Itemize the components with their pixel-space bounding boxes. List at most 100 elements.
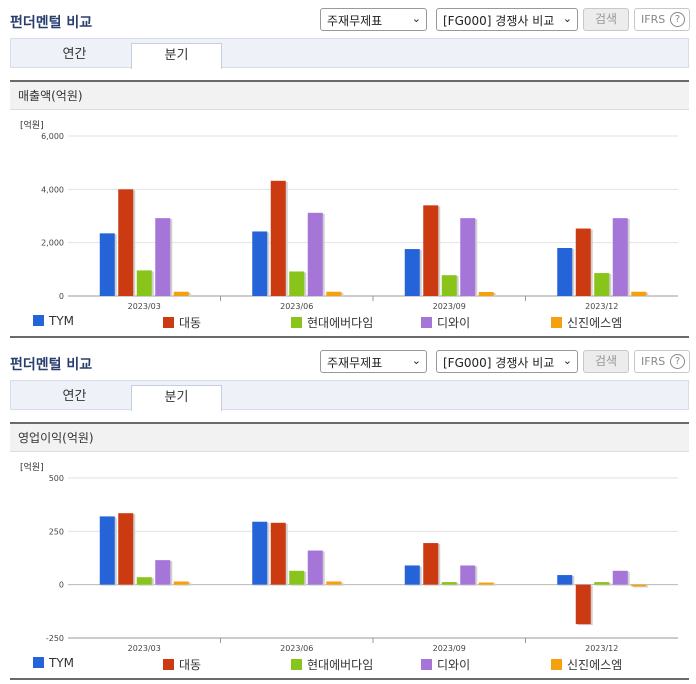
bar-신진에스엠 xyxy=(173,581,189,585)
bar-신진에스엠 xyxy=(326,581,342,585)
ifrs-label: IFRS xyxy=(641,355,666,368)
x-tick-label: 2023/12 xyxy=(585,644,618,653)
legend-item[interactable]: 디와이 xyxy=(421,656,470,673)
legend-item[interactable]: 현대에버다임 xyxy=(291,656,373,673)
legend-swatch xyxy=(291,317,302,328)
chevron-down-icon: ⌄ xyxy=(411,354,421,367)
legend-item[interactable]: 현대에버다임 xyxy=(291,314,373,331)
legend-item[interactable]: TYM xyxy=(33,656,74,670)
panel-title: 펀더멘털 비교 xyxy=(10,15,93,31)
operating-profit-bar-chart: -250 0 250 500 2023/03 2023/06 2023/09 2023/12 xyxy=(46,474,678,653)
x-tick-label: 2023/03 xyxy=(128,644,161,653)
legend-swatch xyxy=(33,315,44,326)
legend-item[interactable]: 신진에스엠 xyxy=(551,314,622,331)
legend-swatch xyxy=(163,659,174,670)
bar-현대에버다임 xyxy=(441,275,457,296)
legend-label: 디와이 xyxy=(437,658,471,672)
unit-label: [억원] xyxy=(20,463,44,473)
legend-item[interactable]: 대동 xyxy=(163,656,201,673)
y-tick-label: 0 xyxy=(59,581,64,590)
tab-quarterly[interactable]: 분기 xyxy=(131,43,222,69)
legend-item[interactable]: 디와이 xyxy=(421,314,470,331)
y-tick-label: 250 xyxy=(49,527,64,536)
chevron-down-icon: ⌄ xyxy=(562,12,572,25)
bar-디와이 xyxy=(307,550,323,585)
search-button[interactable]: 검색 xyxy=(583,350,629,373)
panel-title: 펀더멘털 비교 xyxy=(10,357,93,373)
y-tick-label: 0 xyxy=(59,292,64,301)
tab-annual[interactable]: 연간 xyxy=(62,389,87,404)
bar-대동 xyxy=(575,584,591,625)
ifrs-help-button[interactable]: IFRS ? xyxy=(634,8,690,31)
legend-item[interactable]: 대동 xyxy=(163,314,201,331)
legend-label: TYM xyxy=(49,314,75,328)
ifrs-help-button[interactable]: IFRS ? xyxy=(634,350,690,373)
x-tick-label: 2023/12 xyxy=(585,302,618,311)
x-tick-label: 2023/09 xyxy=(433,644,466,653)
bar-현대에버다임 xyxy=(289,570,305,585)
bar-디와이 xyxy=(307,212,323,296)
compare-select[interactable]: [FG000] 경쟁사 비교 ⌄ xyxy=(436,350,578,373)
legend-label: 현대에버다임 xyxy=(307,316,374,330)
legend-item[interactable]: TYM xyxy=(33,314,74,328)
legend-swatch xyxy=(163,317,174,328)
tab-annual[interactable]: 연간 xyxy=(62,47,87,62)
legend-label: 신진에스엠 xyxy=(567,658,623,672)
chart-legend: TYM 대동 현대에버다임 디와이 신진에스엠 xyxy=(33,314,683,330)
ifrs-label: IFRS xyxy=(641,13,666,26)
bar-대동 xyxy=(118,189,134,296)
divider xyxy=(10,678,689,680)
divider xyxy=(10,336,689,338)
chart-legend: TYM 대동 현대에버다임 디와이 신진에스엠 xyxy=(33,656,683,672)
section-title: 매출액(억원) xyxy=(10,80,689,110)
legend-label: 대동 xyxy=(179,316,202,330)
bar-TYM xyxy=(404,249,420,296)
legend-label: 디와이 xyxy=(437,316,471,330)
y-tick-label: 4,000 xyxy=(41,185,64,194)
section-title: 영업이익(억원) xyxy=(10,422,689,452)
search-button[interactable]: 검색 xyxy=(583,8,629,31)
legend-label: 신진에스엠 xyxy=(567,316,623,330)
compare-select[interactable]: [FG000] 경쟁사 비교 ⌄ xyxy=(436,8,578,31)
bar-현대에버다임 xyxy=(441,582,457,585)
help-icon: ? xyxy=(670,354,685,369)
bar-현대에버다임 xyxy=(289,271,305,296)
bar-신진에스엠 xyxy=(631,584,647,587)
statement-select-value: 주재무제표 xyxy=(327,356,383,370)
fundamental-panel-sales: 펀더멘털 비교 주재무제표 ⌄ [FG000] 경쟁사 비교 ⌄ 검색 IFRS… xyxy=(10,8,690,338)
bar-TYM xyxy=(99,233,115,296)
unit-label: [억원] xyxy=(20,121,44,131)
bar-신진에스엠 xyxy=(478,292,494,296)
legend-label: 대동 xyxy=(179,658,202,672)
bar-신진에스엠 xyxy=(173,291,189,296)
bar-TYM xyxy=(99,516,115,585)
bar-대동 xyxy=(575,228,591,296)
bar-shadow xyxy=(633,585,649,588)
legend-item[interactable]: 신진에스엠 xyxy=(551,656,622,673)
bar-신진에스엠 xyxy=(478,582,494,585)
tab-quarterly[interactable]: 분기 xyxy=(131,385,222,411)
y-tick-label: -250 xyxy=(46,634,64,643)
bar-디와이 xyxy=(460,218,476,296)
legend-swatch xyxy=(551,317,562,328)
bar-TYM xyxy=(252,231,268,296)
bar-대동 xyxy=(118,513,134,585)
statement-select[interactable]: 주재무제표 ⌄ xyxy=(320,350,427,373)
bar-대동 xyxy=(423,543,439,585)
bar-디와이 xyxy=(460,565,476,585)
bar-현대에버다임 xyxy=(594,582,610,585)
compare-select-value: [FG000] 경쟁사 비교 xyxy=(443,356,555,370)
chevron-down-icon: ⌄ xyxy=(562,354,572,367)
period-tabs: 연간 분기 xyxy=(10,38,689,69)
x-tick-label: 2023/06 xyxy=(280,302,313,311)
bar-디와이 xyxy=(612,218,628,296)
legend-swatch xyxy=(551,659,562,670)
statement-select[interactable]: 주재무제표 ⌄ xyxy=(320,8,427,31)
legend-swatch xyxy=(291,659,302,670)
bar-디와이 xyxy=(155,218,171,296)
legend-label: 현대에버다임 xyxy=(307,658,374,672)
legend-label: TYM xyxy=(49,656,75,670)
chevron-down-icon: ⌄ xyxy=(411,12,421,25)
bar-TYM xyxy=(252,521,268,585)
legend-swatch xyxy=(421,659,432,670)
